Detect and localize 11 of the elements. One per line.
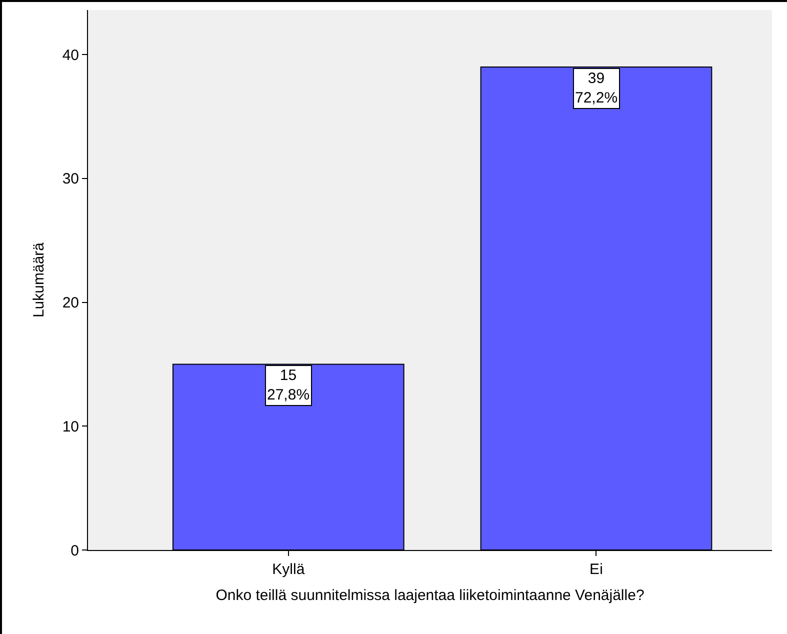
x-tick-label: Ei (590, 561, 603, 578)
y-axis-title: Lukumäärä (30, 242, 48, 318)
y-tick-label: 10 (62, 418, 79, 436)
y-tick-label: 0 (70, 542, 79, 560)
x-tick-label: Kyllä (272, 561, 306, 578)
y-tick-label: 30 (62, 170, 79, 188)
x-axis-title: Onko teillä suunnitelmissa laajentaa liiketoimintaanne Venäjälle? (216, 587, 644, 604)
data-label: 15 27,8% (267, 367, 310, 404)
y-tick-label: 20 (62, 294, 79, 312)
data-label: 39 72,2% (575, 70, 618, 106)
y-tick-label: 40 (62, 46, 79, 64)
